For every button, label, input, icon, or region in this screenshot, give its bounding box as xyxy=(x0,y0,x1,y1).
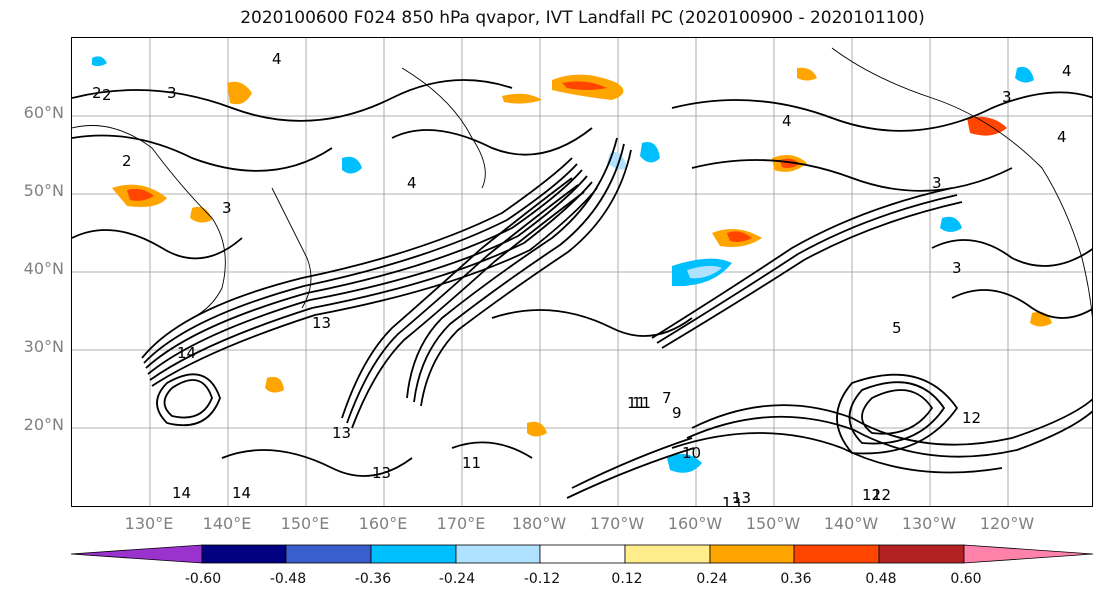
colorbar-segment xyxy=(963,544,1094,564)
contour-label: 3 xyxy=(222,199,232,217)
contour-label: 13 xyxy=(722,494,741,507)
contour-label: 3 xyxy=(952,259,962,277)
contour-label: 13 xyxy=(332,424,351,442)
colorbar xyxy=(71,544,1094,564)
colorbar-tick: -0.24 xyxy=(438,571,476,587)
lon-label-130e: 130°E xyxy=(124,514,174,533)
contour-label: 4 xyxy=(407,174,417,192)
lat-label-50n: 50°N xyxy=(23,181,64,200)
lon-label-120w: 120°W xyxy=(979,514,1035,533)
colorbar-segment xyxy=(624,544,711,564)
lon-label-130w: 130°W xyxy=(901,514,957,533)
colorbar-tick: -0.60 xyxy=(184,571,222,587)
lon-label-170e: 170°E xyxy=(436,514,486,533)
contour-label: 10 xyxy=(682,444,701,462)
lon-label-170w: 170°W xyxy=(589,514,645,533)
lon-label-160e: 160°E xyxy=(358,514,408,533)
contour-label: 4 xyxy=(782,112,792,130)
lat-label-40n: 40°N xyxy=(23,259,64,278)
contour-label: 13 xyxy=(732,489,751,507)
colorbar-segment xyxy=(455,544,541,564)
lat-label-30n: 30°N xyxy=(23,337,64,356)
colorbar-segment xyxy=(285,544,372,564)
colorbar-tick: -0.12 xyxy=(523,571,561,587)
contour-label: 5 xyxy=(892,319,902,337)
contour-label: 11 xyxy=(627,394,646,412)
contour-label: 12 xyxy=(872,486,891,504)
lon-label-150e: 150°E xyxy=(280,514,330,533)
contour-label: 4 xyxy=(1057,128,1067,146)
colorbar-tick: -0.48 xyxy=(269,571,307,587)
contour-label: 2 xyxy=(92,84,102,102)
lat-label-20n: 20°N xyxy=(23,415,64,434)
colorbar-tick: 0.12 xyxy=(611,571,643,587)
colorbar-segment xyxy=(71,544,203,564)
contour-label: 4 xyxy=(272,50,282,68)
colorbar-tick: 0.24 xyxy=(696,571,728,587)
contour-label: 13 xyxy=(372,464,391,482)
contour-label: 3 xyxy=(167,84,177,102)
contour-label: 14 xyxy=(177,344,196,362)
contour-label: 2 xyxy=(102,86,112,104)
lon-label-160w: 160°W xyxy=(667,514,723,533)
contour-label: 14 xyxy=(172,484,191,502)
colorbar-tick: 0.48 xyxy=(865,571,897,587)
contour-label: 12 xyxy=(862,486,881,504)
lon-label-140e: 140°E xyxy=(202,514,252,533)
contour-label: 2 xyxy=(122,152,132,170)
colorbar-segment xyxy=(878,544,965,564)
contour-label: 12 xyxy=(962,409,981,427)
contour-label: 3 xyxy=(1002,88,1012,106)
contour-label: 11 xyxy=(462,454,481,472)
colorbar-segment xyxy=(370,544,457,564)
contour-lines xyxy=(72,79,1092,499)
contour-label: 13 xyxy=(312,314,331,332)
contour-label: 4 xyxy=(1062,62,1072,80)
contour-label: 9 xyxy=(672,404,682,422)
colorbar-tick: -0.36 xyxy=(354,571,392,587)
colorbar-segment xyxy=(201,544,287,564)
colorbar-tick: 0.36 xyxy=(780,571,812,587)
coastlines xyxy=(72,47,1092,319)
lon-label-180w: 180°W xyxy=(511,514,567,533)
lon-label-150w: 150°W xyxy=(745,514,801,533)
qvapor-shading xyxy=(92,56,1052,473)
colorbar-segment xyxy=(793,544,880,564)
contour-label: 14 xyxy=(232,484,251,502)
map-panel: 2 3 2 4 3 4 4 3 3 4 4 3 5 13 13 14 14 13 11 11 12 12 13 13 12 14 9… xyxy=(71,37,1093,507)
lat-label-60n: 60°N xyxy=(23,103,64,122)
contour-label: 3 xyxy=(932,174,942,192)
contour-label: 7 xyxy=(662,389,672,407)
map-title: 2020100600 F024 850 hPa qvapor, IVT Land… xyxy=(240,8,925,28)
colorbar-tick: 0.60 xyxy=(950,571,982,587)
colorbar-segment xyxy=(539,544,626,564)
colorbar-segment xyxy=(709,544,795,564)
lon-label-140w: 140°W xyxy=(823,514,879,533)
contour-label: 11 xyxy=(632,394,651,412)
